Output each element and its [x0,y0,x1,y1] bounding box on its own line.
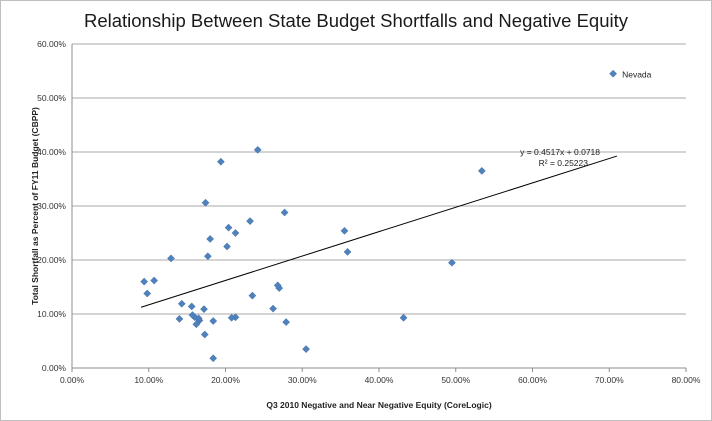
x-tick-labels: 0.00% 10.00% 20.00% 30.00% 40.00% 50.00% 60.00… [60,375,701,385]
data-point [269,304,277,313]
chart-title: Relationship Between State Budget Shortf… [84,10,629,31]
x-tick-label: 30.00% [288,375,317,385]
y-tick-label: 20.00% [37,255,66,265]
x-tick-label: 50.00% [441,375,470,385]
data-point [192,320,201,329]
data-point [282,318,291,326]
data-point [253,145,262,154]
data-point [140,277,149,286]
data-point [399,313,408,322]
data-point-label: Nevada [622,70,652,80]
data-point [448,258,456,267]
data-point [167,254,175,263]
data-point [203,252,212,261]
trendline-equation: y = 0.4517x + 0.0718 [520,147,600,157]
gridlines [72,43,686,315]
data-point [201,198,210,207]
data-point [609,69,617,78]
data-point [227,313,236,322]
data-point [217,157,225,166]
y-tick-label: 10.00% [37,309,66,319]
data-point [209,317,218,325]
data-point [200,330,209,339]
data-point [273,281,282,290]
x-axis-label: Q3 2010 Negative and Near Negative Equit… [266,400,491,410]
data-point [231,229,240,237]
x-tick-label: 70.00% [595,375,624,385]
data-point [175,314,184,323]
x-tick-label: 40.00% [365,375,394,385]
data-point [246,217,254,226]
data-point [177,299,186,308]
data-point [150,276,159,285]
data-point [223,242,231,251]
x-tick-label: 60.00% [518,375,547,385]
axes [71,44,687,372]
data-point [343,248,352,256]
data-point [477,167,486,175]
x-tick-label: 80.00% [672,375,701,385]
trendline [140,155,618,308]
data-point [188,311,197,319]
y-axis-label: Total Shortfall as Percent of FY11 Budge… [30,107,40,305]
y-tick-label: 50.00% [37,93,66,103]
data-point [187,302,196,311]
y-tick-label: 30.00% [37,201,66,211]
y-tick-label: 0.00% [42,363,67,373]
x-tick-label: 0.00% [60,375,85,385]
y-tick-label: 60.00% [37,39,66,49]
x-tick-label: 10.00% [134,375,163,385]
data-point [206,235,215,243]
data-point [209,354,218,363]
data-point [143,289,152,298]
data-point [200,305,208,314]
data-point [340,226,349,235]
y-tick-labels: 0.00% 10.00% 20.00% 30.00% 40.00% 50.00% 60.00… [37,39,66,373]
trendline-r-squared: R² = 0.25223 [539,158,589,168]
data-points: Nevada [140,69,652,363]
x-tick-label: 20.00% [211,375,240,385]
data-point [280,208,289,217]
y-tick-label: 40.00% [37,147,66,157]
data-point [248,291,257,300]
data-point [302,345,310,353]
data-point [224,223,233,232]
